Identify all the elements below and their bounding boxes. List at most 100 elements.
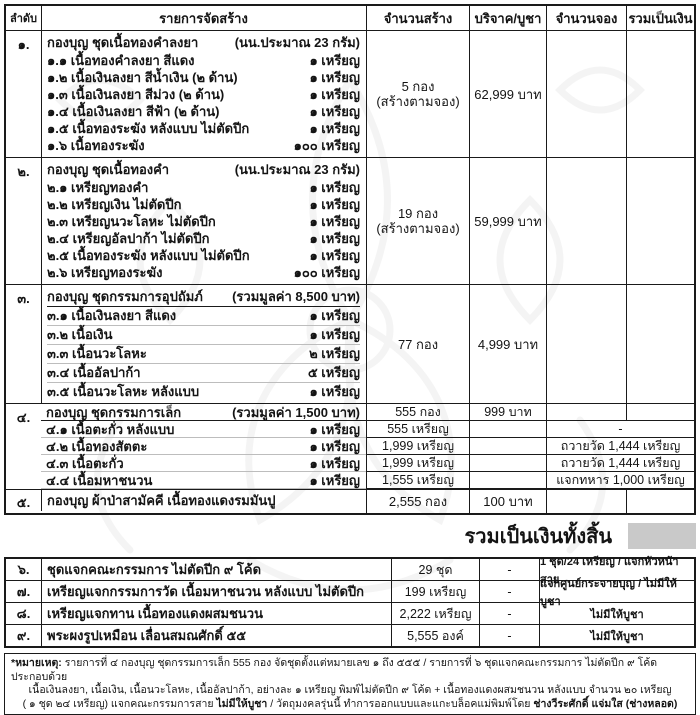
price-cell: 100 บาท [469,490,546,513]
row-number: ๗. [16,584,31,599]
price-cell [469,438,546,455]
booked-cell [546,490,626,513]
allocation-note: ถวายวัด 1,444 เหรียญ [546,455,694,472]
made-count-cell: 77 กอง [366,285,469,403]
footnote-line-2: เนื้อเงินลงยา, เนื้อเงิน, เนื้อนวะโลหะ, … [28,684,672,696]
sub-item: ๓.๑ เนื้อเงินลงยา สีแดง๑ เหรียญ [47,307,360,326]
total-cell [626,285,694,403]
made-count-cell: 555 เหรียญ [366,421,469,438]
sub-item: ๑.๕ เนื้อทองระฆัง หลังแบบ ไม่ตัดปีก๑ เหร… [47,121,360,136]
booked-cell [546,285,626,403]
footnote-box: *หมายเหตุ: รายการที่ ๔ กองบุญ ชุดกรรมการ… [4,653,696,715]
booked-cell [546,404,626,421]
row-number: ๒. [17,164,30,179]
sub-item: ๒.๓ เหรียญนวะโลหะ ไม่ตัดปีก๑ เหรียญ [47,214,360,229]
row-number: ๘. [16,606,31,621]
sub-item: ๑.๖ เนื้อทองระฆัง ๑๐๐ เหรียญ [47,138,360,153]
row-number: ๔. [16,410,31,425]
sub-item: ๒.๔ เหรียญอัลปาก้า ไม่ตัดปีก๑ เหรียญ [47,231,360,246]
fund-note: (นน.ประมาณ 23 กรัม) [234,162,360,177]
distribution-note: ไม่มีให้บูชา [539,625,694,646]
order-table: ลำดับ รายการจัดสร้าง จำนวนสร้าง บริจาค/บ… [4,4,696,515]
price-cell: - [479,625,539,646]
booked-cell [546,31,626,157]
price-cell [469,421,546,438]
made-count-cell: 1,555 เหรียญ [366,472,469,489]
fund-title: กองบุญ ชุดเนื้อทองคำ [47,162,170,177]
row-number: ๙. [16,628,31,643]
price-cell [469,472,546,489]
row-number: ๓. [17,291,30,306]
giveaway-table: ๖. ชุดแจกคณะกรรมการ ไม่ตัดปีก ๙ โค้ด 29 … [4,556,696,648]
price-cell [469,455,546,472]
fund-title: กองบุญ ชุดกรรมการเล็ก [46,404,182,420]
price-cell: 59,999 บาท [469,158,546,284]
total-cell [626,490,694,513]
price-cell: 4,999 บาท [469,285,546,403]
col-header-total: รวมเป็นเงิน [626,6,694,30]
footnote-line-3: ( ๑ ชุด ๒๔ เหรียญ) แจกคณะกรรมการสาย ไม่ม… [22,697,678,710]
col-header-item: รายการจัดสร้าง [41,6,366,30]
col-header-booked: จำนวนจอง [546,6,626,30]
sub-item: ๑.๔ เนื้อเงินลงยา สีฟ้า (๒ ด้าน) ๑ เหรียญ [47,104,360,119]
fund-title: กองบุญ ชุดกรรมการอุปถัมภ์ [47,289,203,304]
item-cell: กองบุญ ชุดเนื้อทองคำ (นน.ประมาณ 23 กรัม)… [41,158,366,284]
row-number: ๕. [16,495,31,510]
row-number: ๖. [17,562,30,577]
col-header-order: ลำดับ [9,13,38,25]
sub-item: ๒.๖ เหรียญทองระฆัง ๑๐๐ เหรียญ [47,265,360,280]
sub-item: ๓.๕ เนื้อนวะโลหะ หลังแบบ๑ เหรียญ [47,384,360,399]
price-cell: 62,999 บาท [469,31,546,157]
table-header-row: ลำดับ รายการจัดสร้าง จำนวนสร้าง บริจาค/บ… [6,6,694,30]
item-cell: กองบุญ ชุดเนื้อทองคำลงยา (นน.ประมาณ 23 ก… [41,31,366,157]
grand-total-label: รวมเป็นเงินทั้งสิ้น [464,526,612,548]
item-title: ชุดแจกคณะกรรมการ ไม่ตัดปีก ๙ โค้ด [41,559,391,580]
sub-item-row: ๔.๔ เนื้อมหาชนวน๑ เหรียญ 1,555 เหรียญ แจ… [41,472,694,489]
table-row: ๘. เหรียญแจกทาน เนื้อทองแดงผสมชนวน 2,222… [6,602,694,624]
made-count-cell: 29 ชุด [391,559,479,580]
made-count-cell: 19 กอง (สร้างตามจอง) [366,158,469,284]
sub-item: ๓.๒ เนื้อเงิน๑ เหรียญ [47,326,360,345]
made-count-cell: 555 กอง [366,404,469,421]
made-count-cell: 1,999 เหรียญ [366,438,469,455]
made-count-cell: 2,222 เหรียญ [391,603,479,624]
footnote-line-1: *หมายเหตุ: รายการที่ ๔ กองบุญ ชุดกรรมการ… [11,657,658,683]
allocation-note: - [546,421,694,438]
table-row: ๖. ชุดแจกคณะกรรมการ ไม่ตัดปีก ๙ โค้ด 29 … [6,556,694,586]
sub-item: ๑.๑ เนื้อทองคำลงยา สีแดง๑ เหรียญ [47,53,360,68]
col-header-price: บริจาค/บูชา [469,6,546,30]
sub-item: ๒.๕ เนื้อทองระฆัง หลังแบบ ไม่ตัดปีก๑ เหร… [47,248,360,263]
sub-item-row: ๔.๒ เนื้อทองสัตตะ๑ เหรียญ 1,999 เหรียญ ถ… [41,438,694,455]
distribution-note: ไม่มีให้บูชา [539,603,694,624]
total-cell [626,404,694,421]
table-row: ๕. กองบุญ ผ้าป่าสามัคคี เนื้อทองแดงรมมัน… [6,489,694,513]
sub-item: ๓.๔ เนื้ออัลปาก้า๕ เหรียญ [47,364,360,383]
table-row: ๙. พระผงรูปเหมือน เลื่อนสมณศักดิ์ ๕๕ 5,5… [6,624,694,646]
booked-cell [546,158,626,284]
made-count-cell: 2,555 กอง [366,490,469,513]
item-title: เหรียญแจกกรรมการวัด เนื้อมหาชนวน หลังแบบ… [41,581,391,602]
fund-note: (รวมมูลค่า 8,500 บาท) [232,289,360,304]
fund-note: (นน.ประมาณ 23 กรัม) [234,35,360,50]
made-count-cell: 199 เหรียญ [391,581,479,602]
item-title: พระผงรูปเหมือน เลื่อนสมณศักดิ์ ๕๕ [41,625,391,646]
fund-title: กองบุญ ชุดเนื้อทองคำลงยา [47,35,199,50]
table-row: ๗. เหรียญแจกกรรมการวัด เนื้อมหาชนวน หลัง… [6,578,694,608]
made-count-cell: 1,999 เหรียญ [366,455,469,472]
table-row: ๒. กองบุญ ชุดเนื้อทองคำ (นน.ประมาณ 23 กร… [6,157,694,284]
total-cell [626,158,694,284]
grand-total-section: รวมเป็นเงินทั้งสิ้น [4,518,696,554]
sub-item: ๑.๓ เนื้อเงินลงยา สีม่วง (๒ ด้าน) ๑ เหรีย… [47,87,360,102]
allocation-note: ถวายวัด 1,444 เหรียญ [546,438,694,455]
item-cell: กองบุญ ชุดกรรมการอุปถัมภ์ (รวมมูลค่า 8,5… [41,285,366,403]
table-row: ๑. กองบุญ ชุดเนื้อทองคำลงยา (นน.ประมาณ 2… [6,30,694,157]
price-cell: - [479,603,539,624]
distribution-note: แจกศูนย์กระจายบุญ / ไม่มีให้บูชา [539,578,694,608]
sub-item: ๒.๒ เหรียญเงิน ไม่ตัดปีก๑ เหรียญ [47,197,360,212]
total-cell [626,31,694,157]
sub-item: ๑.๒ เนื้อเงินลงยา สีน้ำเงิน (๒ ด้าน) ๑ เห… [47,70,360,85]
grand-total-blank-box [628,523,696,549]
row-number: ๑. [17,37,30,52]
sub-item-row: ๔.๑ เนื้อตะกั่ว หลังแบบ๑ เหรียญ 555 เหรี… [41,421,694,438]
